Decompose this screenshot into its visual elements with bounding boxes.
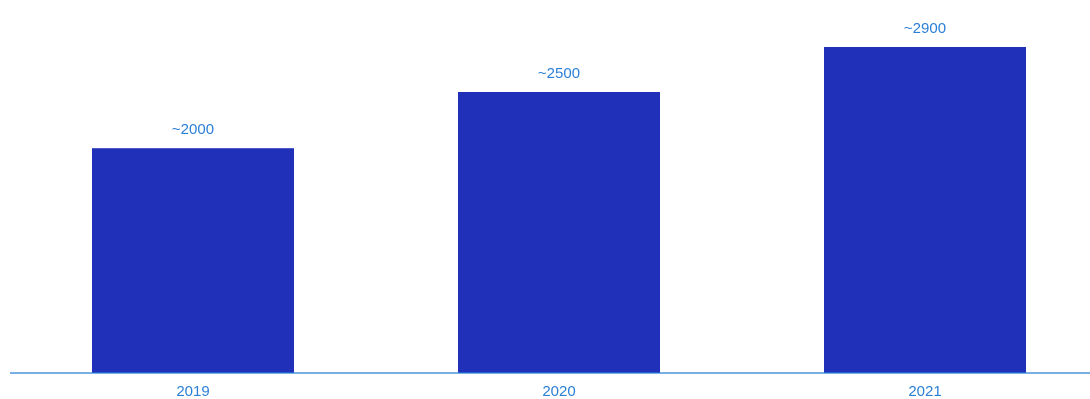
data-label-2020: ~2500 [538, 65, 580, 82]
x-tick-labels-group: 2019 2020 2021 [176, 383, 941, 399]
data-labels-group: ~2000 ~2500 ~2900 [172, 20, 946, 138]
x-tick-label-2021: 2021 [908, 383, 941, 399]
data-label-2021: ~2900 [904, 20, 946, 37]
x-tick-label-2019: 2019 [176, 383, 209, 399]
bar-2021 [824, 47, 1026, 373]
bars-group [92, 47, 1026, 373]
bar-2020 [458, 92, 660, 373]
x-tick-label-2020: 2020 [542, 383, 575, 399]
data-label-2019: ~2000 [172, 121, 214, 138]
bar-2019 [92, 148, 294, 373]
